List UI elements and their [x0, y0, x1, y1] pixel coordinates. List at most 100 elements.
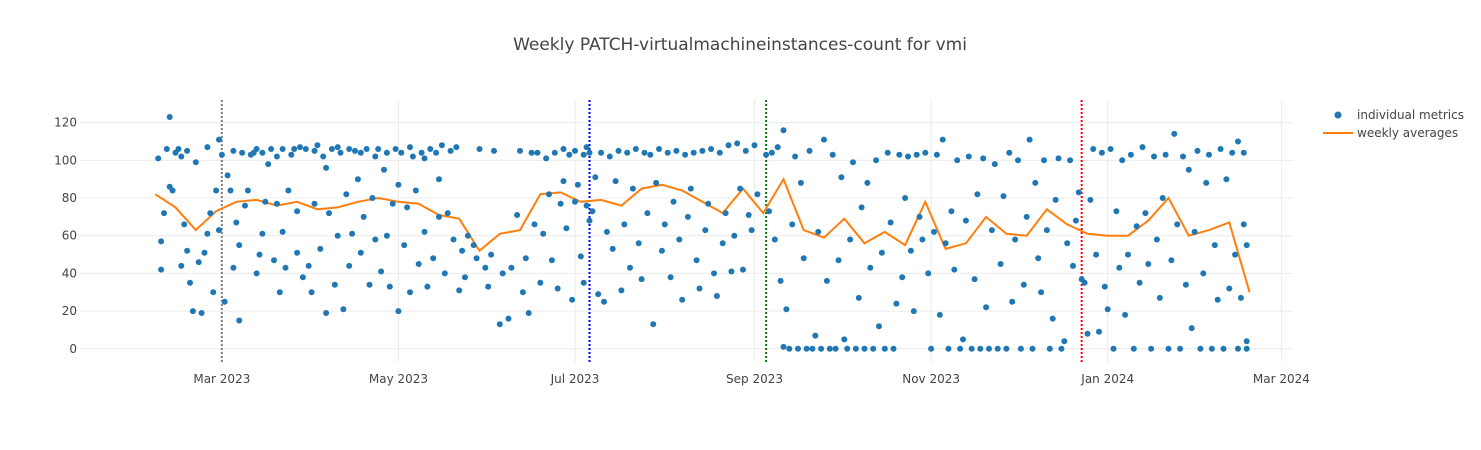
- data-point: [574, 181, 581, 188]
- data-point: [563, 225, 570, 232]
- data-point: [239, 149, 246, 156]
- data-point: [922, 149, 929, 156]
- data-point: [957, 345, 964, 352]
- data-point: [1029, 345, 1036, 352]
- data-point: [1012, 236, 1019, 243]
- legend-label-individual-metrics[interactable]: individual metrics: [1357, 108, 1464, 122]
- data-point: [543, 155, 550, 162]
- data-point: [227, 187, 234, 194]
- data-point: [870, 345, 877, 352]
- data-point: [273, 200, 280, 207]
- data-point: [653, 179, 660, 186]
- data-point: [942, 240, 949, 247]
- data-point: [1174, 221, 1181, 228]
- data-point: [357, 249, 364, 256]
- data-point: [522, 255, 529, 262]
- data-point: [577, 253, 584, 260]
- weekly-averages-line: [154, 176, 1251, 293]
- data-point: [838, 174, 845, 181]
- data-point: [884, 149, 891, 156]
- data-point: [737, 185, 744, 192]
- data-point: [797, 179, 804, 186]
- individual-metrics-series: [155, 114, 1250, 352]
- data-point: [178, 153, 185, 160]
- data-point: [343, 191, 350, 198]
- data-point: [632, 146, 639, 152]
- data-point: [789, 221, 796, 228]
- data-point: [392, 146, 399, 152]
- data-point: [592, 174, 599, 181]
- data-point: [204, 144, 211, 151]
- data-point: [650, 321, 657, 328]
- data-point: [803, 345, 810, 352]
- data-point: [192, 159, 199, 166]
- data-point: [485, 283, 492, 290]
- data-point: [763, 151, 770, 158]
- data-point: [583, 144, 590, 151]
- data-point: [722, 210, 729, 217]
- data-point: [282, 264, 289, 271]
- data-point: [1130, 345, 1137, 352]
- data-point: [1168, 257, 1175, 264]
- data-point: [1133, 223, 1140, 230]
- data-point: [1127, 151, 1134, 158]
- data-point: [340, 306, 347, 313]
- data-point: [965, 153, 972, 160]
- data-point: [409, 153, 416, 160]
- data-point: [821, 136, 827, 143]
- data-point: [540, 230, 547, 237]
- data-point: [925, 270, 932, 277]
- data-point: [331, 281, 338, 288]
- data-point: [980, 155, 987, 162]
- data-point: [1191, 228, 1198, 235]
- data-point: [195, 259, 202, 266]
- data-point: [236, 317, 243, 324]
- y-tick-label: 0: [69, 342, 77, 356]
- data-point: [453, 144, 460, 151]
- data-point: [1049, 315, 1056, 322]
- data-point: [1087, 196, 1094, 203]
- data-point: [986, 345, 992, 352]
- data-point: [314, 142, 321, 149]
- data-point: [369, 195, 376, 201]
- data-point: [386, 283, 393, 290]
- data-point: [337, 149, 344, 156]
- data-point: [430, 255, 437, 262]
- data-point: [1023, 213, 1030, 220]
- data-point: [1153, 236, 1160, 243]
- data-point: [991, 161, 998, 168]
- data-point: [682, 151, 689, 158]
- data-point: [482, 264, 489, 271]
- data-point: [1240, 149, 1247, 156]
- data-point: [580, 151, 587, 158]
- data-point: [363, 146, 370, 152]
- data-point: [1148, 345, 1155, 352]
- data-point: [491, 147, 497, 154]
- x-tick-label: Nov 2023: [902, 372, 960, 386]
- data-point: [184, 247, 191, 254]
- data-point: [294, 208, 301, 215]
- data-point: [960, 336, 966, 343]
- y-tick-label: 100: [54, 153, 77, 167]
- data-point: [204, 230, 211, 237]
- data-point: [754, 191, 761, 198]
- x-tick-label: Mar 2024: [1253, 372, 1310, 386]
- data-point: [644, 210, 651, 217]
- data-point: [470, 242, 477, 249]
- data-point: [902, 195, 909, 201]
- data-point: [462, 274, 468, 281]
- data-point: [1208, 345, 1215, 352]
- data-point: [259, 149, 266, 156]
- legend[interactable]: individual metrics weekly averages: [1323, 108, 1464, 140]
- data-point: [716, 149, 723, 156]
- data-point: [847, 236, 854, 243]
- data-point: [893, 300, 900, 307]
- data-point: [404, 204, 411, 211]
- legend-label-weekly-averages[interactable]: weekly averages: [1357, 126, 1458, 140]
- data-point: [907, 247, 914, 254]
- data-point: [1214, 296, 1221, 303]
- data-point: [1217, 146, 1224, 152]
- x-tick-label: Jan 2024: [1080, 372, 1134, 386]
- data-point: [1203, 179, 1210, 186]
- data-point: [656, 146, 662, 152]
